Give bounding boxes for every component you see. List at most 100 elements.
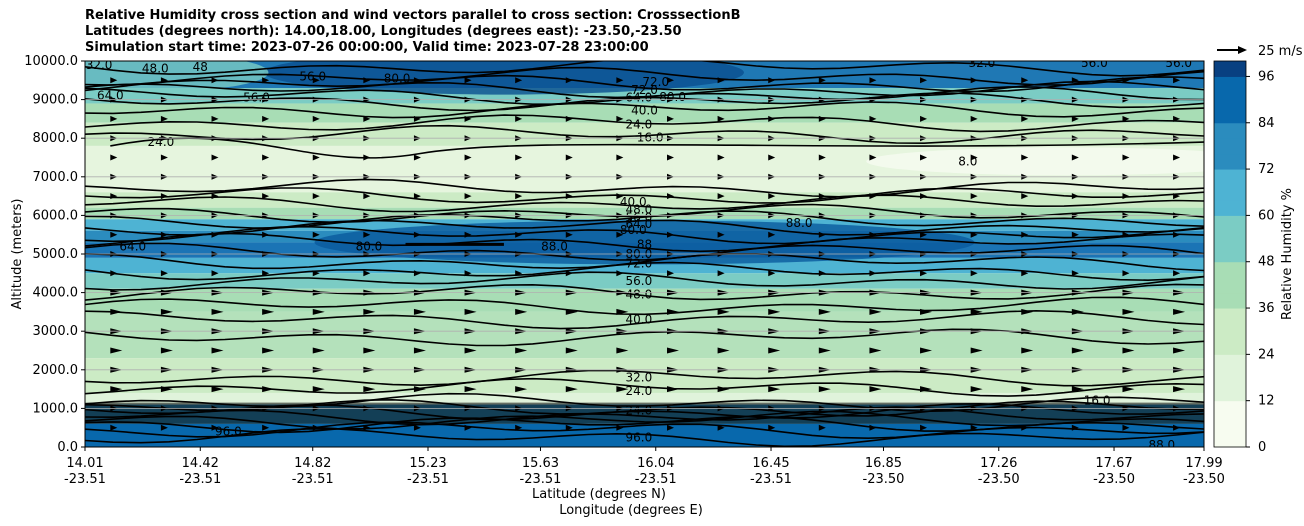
wind-vector — [1173, 115, 1181, 122]
wind-vector — [616, 193, 624, 200]
wind-vector — [616, 77, 624, 84]
wind-vector — [1071, 424, 1079, 431]
wind-vector — [1021, 193, 1029, 200]
wind-vector — [515, 154, 523, 161]
x-tick-label-lat: 17.99 — [1185, 456, 1222, 471]
wind-vector — [110, 115, 118, 122]
y-tick-label: 5000.0 — [33, 247, 79, 262]
wind-vector — [920, 270, 928, 277]
wind-vector — [768, 386, 781, 393]
wind-vector — [1173, 424, 1181, 431]
wind-vector — [1122, 424, 1130, 431]
contour-label: 40.0 — [620, 195, 647, 209]
wind-vector — [413, 115, 421, 122]
wind-vector — [666, 424, 674, 431]
wind-vector — [515, 308, 528, 315]
contour-line — [85, 219, 1204, 236]
contour-label: 56.0 — [626, 274, 653, 288]
wind-vector — [1071, 115, 1079, 122]
wind-vector — [970, 347, 983, 354]
wind-vector — [413, 308, 426, 315]
wind-vector — [1173, 308, 1186, 315]
wind-vector — [818, 270, 826, 277]
wind-vector — [262, 193, 270, 200]
contour-label: 24.0 — [626, 384, 653, 398]
wind-vector — [515, 347, 528, 354]
contour-line — [85, 309, 1204, 330]
wind-vector — [565, 115, 573, 122]
wind-vector — [110, 308, 123, 315]
contour-label: 24.0 — [626, 403, 653, 417]
wind-vector — [312, 231, 320, 238]
wind-vector — [565, 270, 573, 277]
wind-vector — [160, 193, 168, 200]
contour-label: 80.0 — [620, 223, 647, 237]
wind-vector — [818, 77, 826, 84]
contour-label: 56.0 — [299, 69, 326, 83]
x-axis-label: Latitude (degrees N) — [532, 487, 666, 502]
wind-vector — [464, 115, 472, 122]
contour-label: 88 — [637, 237, 652, 251]
wind-vector — [413, 154, 421, 161]
contour-label: 16.0 — [1084, 394, 1111, 408]
wind-vector — [211, 154, 219, 161]
wind-vector — [312, 347, 325, 354]
wind-vector — [1122, 115, 1130, 122]
title-line-2: Latitudes (degrees north): 14.00,18.00, … — [85, 24, 682, 39]
contour-label: 72.0 — [631, 83, 658, 97]
axes: 0.0 1000.0 2000.0 3000.0 4000.0 5000.0 6000.0 7… — [24, 54, 1225, 487]
contour-line — [85, 178, 1204, 198]
wind-vector — [768, 154, 776, 161]
contour-label: 88.0 — [541, 239, 568, 253]
x-tick-label-lon: -23.50 — [1093, 472, 1135, 487]
contour-line — [85, 92, 1204, 112]
colorbar-segment — [1214, 338, 1246, 355]
wind-vector — [110, 270, 118, 277]
contour-line — [85, 232, 1204, 253]
y-tick-label: 10000.0 — [24, 54, 78, 69]
rh-band — [85, 207, 1204, 220]
wind-vector — [312, 270, 320, 277]
wind-vector — [869, 424, 877, 431]
y-tick-label: 6000.0 — [33, 208, 79, 223]
wind-vector — [869, 193, 877, 200]
wind-vector — [211, 424, 219, 431]
wind-vector — [262, 77, 270, 84]
contour-line — [85, 427, 1204, 447]
wind-vector — [160, 347, 173, 354]
colorbar-frame — [1213, 60, 1247, 448]
wind-vector — [717, 115, 725, 122]
wind-vector — [464, 270, 472, 277]
colorbar-segment — [1214, 261, 1246, 278]
colorbar-segment — [1214, 76, 1246, 93]
wind-vector — [1173, 231, 1181, 238]
x-tick-label-lat: 16.04 — [637, 456, 674, 471]
wind-vector — [717, 308, 730, 315]
wind-vector — [1122, 386, 1135, 393]
wind-vector — [515, 386, 528, 393]
wind-vector — [666, 347, 679, 354]
colorbar-label: Relative Humidity % — [1280, 188, 1295, 320]
contour-label: 40.0 — [631, 103, 658, 117]
colorbar-segment — [1214, 400, 1246, 417]
x-tick-label-lat: 14.01 — [66, 456, 103, 471]
colorbar-segment — [1214, 199, 1246, 216]
colorbar-segment — [1214, 431, 1246, 448]
contour-label: 64.0 — [626, 217, 653, 231]
x-axis-label-2: Longitude (degrees E) — [559, 503, 703, 518]
colorbar-tick-label: 48 — [1258, 255, 1275, 270]
contour-label: 48 — [193, 60, 208, 74]
contour-label: 48.0 — [142, 62, 169, 76]
wind-vector — [262, 270, 270, 277]
wind-vector — [818, 424, 826, 431]
colorbar-segment — [1214, 385, 1246, 402]
colorbar-tick-label: 36 — [1258, 301, 1275, 316]
y-axis-label: Altitude (meters) — [10, 199, 25, 310]
wind-vector — [1071, 347, 1084, 354]
contour-label: 72.0 — [626, 257, 653, 271]
wind-vector — [312, 154, 320, 161]
wind-vector — [869, 115, 877, 122]
wind-vector — [970, 154, 978, 161]
wind-vector — [970, 270, 978, 277]
wind-vector — [717, 77, 725, 84]
